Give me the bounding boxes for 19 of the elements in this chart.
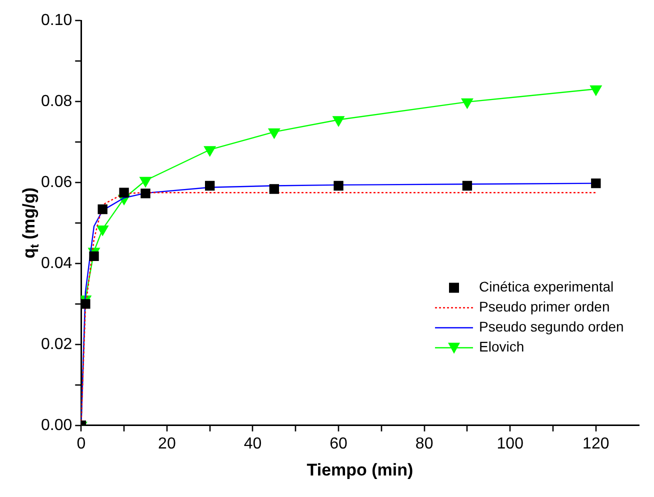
y-tick-label: 0.10 xyxy=(41,12,72,30)
x-tick-label: 60 xyxy=(330,435,348,452)
x-tick-label: 20 xyxy=(158,435,176,452)
y-tick-label: 0.00 xyxy=(41,416,72,434)
x-tick-label: 40 xyxy=(244,435,262,452)
x-tick-label: 120 xyxy=(582,435,610,452)
y-tick-label: 0.08 xyxy=(41,92,72,110)
y-tick-label: 0.04 xyxy=(41,254,72,272)
y-tick-label: 0.02 xyxy=(41,336,72,353)
x-tick-label: 80 xyxy=(415,435,434,452)
y-tick-label: 0.06 xyxy=(41,174,72,191)
legend-label: Elovich xyxy=(479,338,524,355)
x-tick-label: 0 xyxy=(76,435,86,452)
x-axis-title: Tiempo (min) xyxy=(306,460,414,480)
legend-label: Cinética experimental xyxy=(479,278,614,295)
legend-label: Pseudo segundo orden xyxy=(479,318,624,335)
legend-label: Pseudo primer orden xyxy=(479,298,610,315)
y-axis-title: qt (mg/g) xyxy=(20,187,42,259)
x-tick-label: 100 xyxy=(496,435,524,452)
